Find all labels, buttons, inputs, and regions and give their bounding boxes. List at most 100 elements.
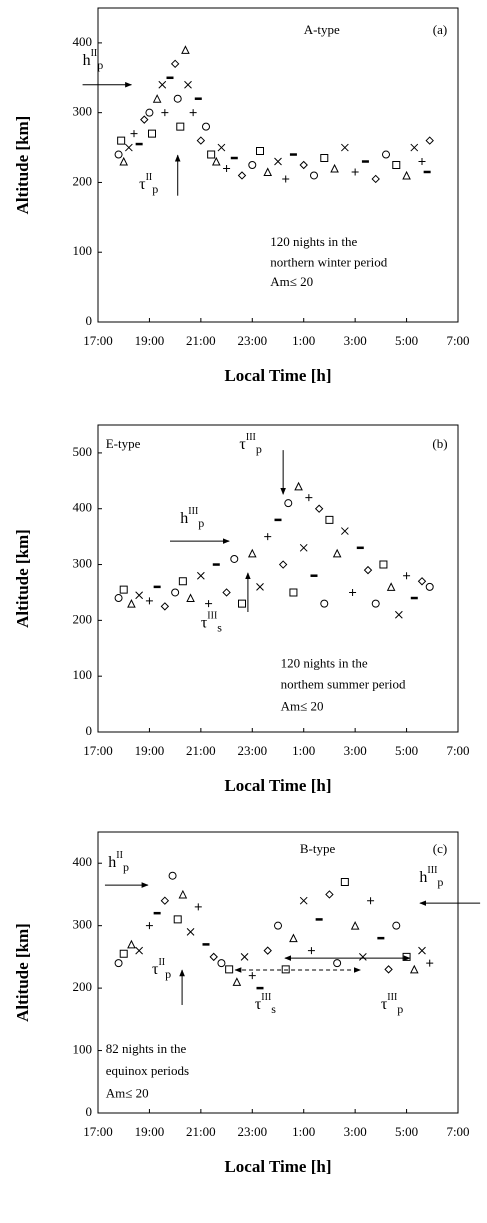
annotation: τIIIp xyxy=(381,992,403,1015)
point xyxy=(217,959,226,968)
x-tick-label: 23:00 xyxy=(237,333,267,348)
point xyxy=(225,965,234,974)
point xyxy=(281,965,290,974)
point xyxy=(333,959,342,968)
x-tick-label: 21:00 xyxy=(186,333,216,348)
point xyxy=(202,122,210,131)
y-axis-title: Altitude [km] xyxy=(13,529,32,628)
annotation: τIIIs xyxy=(201,611,222,634)
x-tick-label: 1:00 xyxy=(292,1124,315,1139)
point xyxy=(181,45,190,54)
point xyxy=(351,168,359,176)
annotation: (c) xyxy=(433,841,447,856)
y-tick-label: 400 xyxy=(73,500,93,515)
annotation: hIIIp xyxy=(180,506,204,529)
y-tick-label: 200 xyxy=(73,173,93,188)
annotation-sup: II xyxy=(116,851,123,862)
annotation-text: h xyxy=(180,509,188,526)
annotation-sup: III xyxy=(246,432,256,443)
annotation: B-type xyxy=(300,841,336,856)
point xyxy=(341,527,349,535)
point xyxy=(310,171,318,180)
point xyxy=(148,129,156,138)
point xyxy=(119,585,128,594)
point xyxy=(114,959,123,968)
point xyxy=(117,136,126,145)
x-tick-label: 5:00 xyxy=(395,333,418,348)
x-tick-label: 1:00 xyxy=(292,333,315,348)
point xyxy=(426,959,434,967)
annotation: τIIIs xyxy=(255,992,276,1015)
point xyxy=(248,161,257,169)
annotation-sup: III xyxy=(207,611,217,622)
x-tick-label: 3:00 xyxy=(344,1124,367,1139)
point xyxy=(135,946,143,955)
x-tick-label: 7:00 xyxy=(446,743,469,758)
point xyxy=(320,599,329,608)
y-tick-label: 100 xyxy=(73,243,93,258)
x-axis-title: Local Time [h] xyxy=(224,1157,331,1176)
point xyxy=(274,921,282,930)
annotation: hIIIp xyxy=(419,866,443,889)
annotation-text: 120 nights in the xyxy=(281,655,368,670)
annotation-sub: p xyxy=(152,182,158,196)
y-axis-title: Altitude [km] xyxy=(13,116,32,215)
point xyxy=(222,588,231,597)
point xyxy=(178,889,188,899)
annotation-sub: s xyxy=(217,620,222,634)
point xyxy=(119,949,128,958)
annotation-text: τ xyxy=(139,176,146,193)
annotation: A-type xyxy=(304,22,340,37)
annotation: northern winter period xyxy=(270,254,387,269)
point xyxy=(392,161,401,169)
point xyxy=(274,157,282,166)
point xyxy=(409,964,419,974)
point xyxy=(125,143,133,152)
annotation: 120 nights in the xyxy=(270,234,357,249)
annotation-text: B-type xyxy=(300,841,336,856)
point xyxy=(256,583,264,591)
point xyxy=(307,947,315,955)
point xyxy=(395,610,403,619)
annotation: Am≤ 20 xyxy=(281,698,324,713)
point xyxy=(114,594,123,603)
y-tick-label: 100 xyxy=(73,667,93,682)
point xyxy=(223,164,231,172)
point xyxy=(294,481,303,491)
annotation-text: h xyxy=(419,869,427,886)
annotation-sub: p xyxy=(198,516,204,530)
annotation-sub: p xyxy=(256,442,262,456)
annotation: E-type xyxy=(106,436,141,451)
y-tick-label: 0 xyxy=(86,1104,93,1119)
annotation-sup: III xyxy=(427,866,437,877)
point xyxy=(160,896,170,905)
point xyxy=(145,597,153,605)
point xyxy=(340,877,349,886)
point xyxy=(119,156,129,166)
x-axis-title: Local Time [h] xyxy=(224,776,331,795)
x-tick-label: 21:00 xyxy=(186,743,216,758)
annotation: τIIIp xyxy=(239,432,261,455)
plot-frame xyxy=(97,424,459,733)
x-tick-label: 17:00 xyxy=(83,743,113,758)
annotation-text: Am≤ 20 xyxy=(270,274,313,289)
point xyxy=(320,154,329,163)
point xyxy=(263,167,273,176)
y-axis-title: Altitude [km] xyxy=(13,923,32,1022)
annotation-text: Am≤ 20 xyxy=(281,698,324,713)
point xyxy=(176,122,185,131)
point xyxy=(418,158,426,166)
x-tick-label: 1:00 xyxy=(292,743,315,758)
point xyxy=(184,80,192,89)
point xyxy=(410,143,419,152)
point xyxy=(171,588,180,597)
point xyxy=(230,554,239,563)
x-tick-label: 5:00 xyxy=(395,1124,418,1139)
point xyxy=(256,147,264,156)
point xyxy=(158,80,167,89)
annotation-text: northern winter period xyxy=(270,254,387,269)
annotation: hIIp xyxy=(108,851,129,874)
point xyxy=(402,170,411,180)
point xyxy=(371,599,380,608)
x-tick-label: 21:00 xyxy=(186,1124,216,1139)
